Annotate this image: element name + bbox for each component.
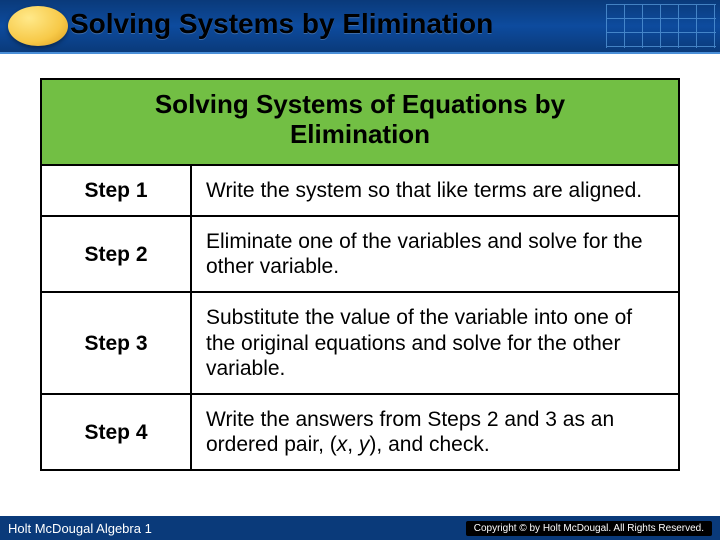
content-area: Solving Systems of Equations by Eliminat…	[0, 54, 720, 471]
step-description: Eliminate one of the variables and solve…	[191, 216, 679, 292]
step-description: Write the answers from Steps 2 and 3 as …	[191, 394, 679, 470]
step-description: Write the system so that like terms are …	[191, 165, 679, 216]
step4-x: x	[337, 433, 348, 456]
step-label: Step 1	[41, 165, 191, 216]
table-row: Step 1 Write the system so that like ter…	[41, 165, 679, 216]
header-grid-decoration	[606, 4, 716, 48]
slide-title: Solving Systems by Elimination	[70, 8, 493, 40]
table-title-line1: Solving Systems of Equations by	[155, 89, 565, 119]
table-row: Step 3 Substitute the value of the varia…	[41, 292, 679, 394]
step-description: Substitute the value of the variable int…	[191, 292, 679, 394]
step4-comma: ,	[347, 433, 359, 456]
step4-suffix: ), and check.	[369, 433, 489, 456]
table-row: Step 2 Eliminate one of the variables an…	[41, 216, 679, 292]
footer-copyright: Copyright © by Holt McDougal. All Rights…	[466, 521, 712, 536]
footer-left-text: Holt McDougal Algebra 1	[8, 521, 152, 536]
slide-header: Solving Systems by Elimination	[0, 0, 720, 54]
table-title: Solving Systems of Equations by Eliminat…	[41, 79, 679, 165]
footer-right-text: Copyright © by Holt McDougal. All Rights…	[474, 523, 704, 534]
steps-table: Solving Systems of Equations by Eliminat…	[40, 78, 680, 471]
step4-y: y	[359, 433, 370, 456]
step-label: Step 2	[41, 216, 191, 292]
header-oval-decoration	[8, 6, 68, 46]
slide-footer: Holt McDougal Algebra 1 Copyright © by H…	[0, 516, 720, 540]
table-row: Step 4 Write the answers from Steps 2 an…	[41, 394, 679, 470]
table-title-line2: Elimination	[290, 119, 430, 149]
step-label: Step 4	[41, 394, 191, 470]
step-label: Step 3	[41, 292, 191, 394]
